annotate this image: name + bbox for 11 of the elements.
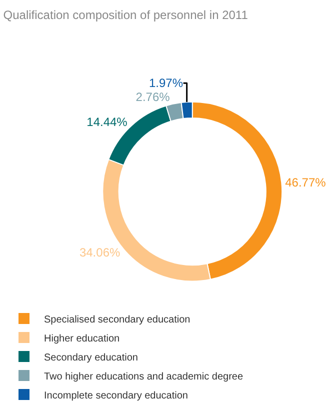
data-label: 1.97% [148,76,184,90]
legend-label: Incomplete secondary education [44,390,188,402]
data-label: 34.06% [79,246,120,260]
legend-label: Secondary education [44,352,138,364]
chart-title: Qualification composition of personnel in 2011 [3,8,248,22]
legend-label: Specialised secondary education [44,314,190,326]
data-label: 14.44% [86,115,128,130]
legend-label: Higher education [44,333,120,344]
data-label: 46.77% [285,175,326,190]
data-label: 2.76% [136,90,170,104]
legend-label: Two higher educations and academic degree [44,371,244,382]
